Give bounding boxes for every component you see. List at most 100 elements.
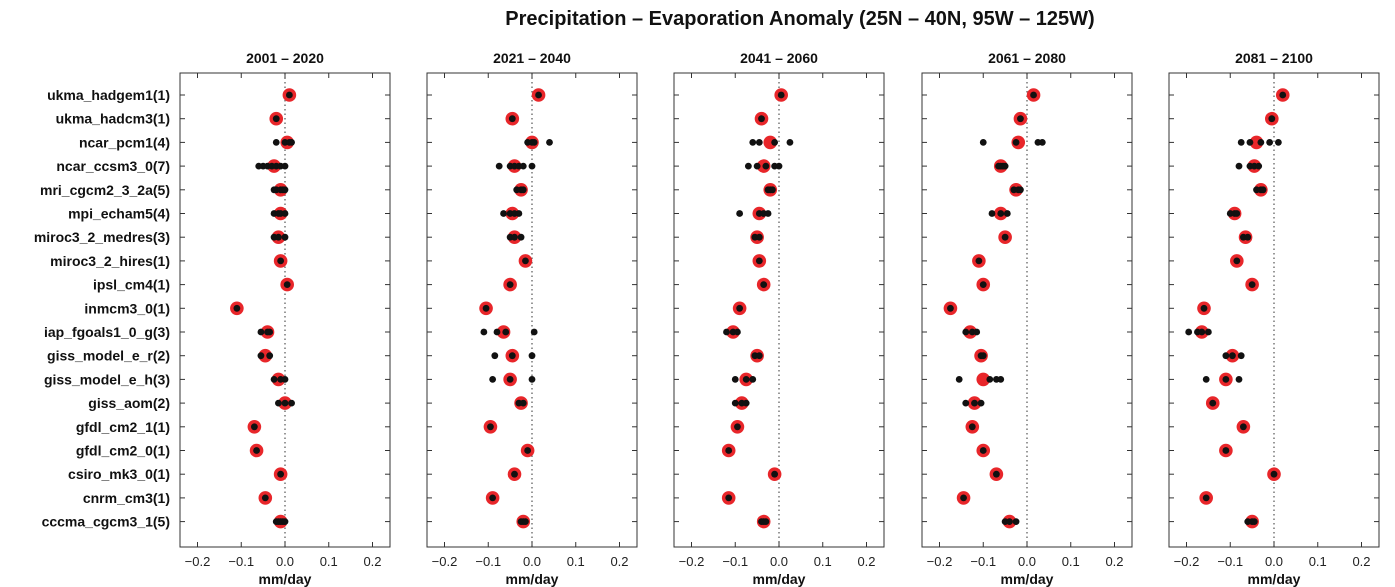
panel-title: 2081 – 2100 [1235,50,1313,66]
member-point [528,162,536,170]
member-point [1012,518,1020,525]
member-point [1222,376,1230,383]
member-point [777,91,785,99]
member-point [511,470,518,478]
member-point [482,304,490,312]
x-tick-label: −0.1 [475,554,501,569]
member-point [731,376,739,383]
member-point [519,162,527,170]
member-point [979,447,987,454]
member-point [947,304,954,312]
member-point [753,162,761,170]
member-point [1248,281,1256,288]
member-point [771,139,779,146]
member-point [771,470,779,478]
panel-3: 2041 – 2060 −0.2 −0.1 0.0 0.1 0.2 mm/day [673,50,885,587]
member-point [508,352,516,360]
member-point [742,399,750,407]
member-point [535,91,542,99]
mean-point [258,348,273,363]
member-point [281,186,289,194]
model-label: gfdl_cm2_1(1) [76,419,170,435]
x-axis-label: mm/day [1001,571,1054,587]
member-point [979,281,987,288]
member-point [786,139,794,146]
member-point [997,210,1005,217]
member-point [762,518,770,525]
member-point [1279,91,1287,99]
member-point [517,233,525,241]
x-tick-label: 0.2 [1352,554,1370,569]
x-tick-label: −0.2 [679,554,705,569]
model-label: inmcm3_0(1) [84,300,170,316]
member-point [528,352,536,360]
member-point [1001,162,1009,170]
member-point [275,399,282,407]
member-point [233,304,241,312]
member-point [283,281,291,288]
panel-1: 2001 – 2020 −0.2 −0.1 0.0 0.1 0.2 mm/day [179,50,391,587]
member-point [955,376,963,383]
model-label: ukma_hadcm3(1) [56,111,170,127]
model-label: giss_model_e_r(2) [47,348,170,364]
member-point [250,423,258,431]
model-label: ncar_ccsm3_0(7) [56,158,170,174]
member-point [992,470,1000,478]
model-label: mpi_echam5(4) [68,206,170,222]
member-point [508,115,516,123]
x-tick-label: −0.1 [722,554,748,569]
member-point [725,494,733,502]
panel-title: 2001 – 2020 [246,50,324,66]
member-point [1237,352,1245,360]
member-point [480,328,488,336]
model-label: iap_fgoals1_0_g(3) [44,324,170,340]
member-point [760,281,768,288]
x-tick-label: 0.1 [1309,554,1327,569]
member-point [277,257,285,265]
member-point [257,328,265,336]
model-label: giss_aom(2) [88,395,170,411]
member-point [1246,139,1254,146]
member-point [744,162,752,170]
member-point [522,257,529,265]
member-point [1250,518,1258,525]
member-point [1209,399,1217,407]
member-point [1204,328,1212,336]
x-tick-label: 0.0 [523,554,541,569]
member-point [962,328,970,336]
member-point [487,423,494,431]
x-tick-label: 0.1 [1062,554,1080,569]
member-point [1233,210,1241,217]
x-tick-label: −0.1 [228,554,254,569]
member-point [725,447,733,454]
member-point [749,376,757,383]
x-tick-label: −0.1 [1217,554,1243,569]
member-point [986,376,994,383]
member-point [530,328,538,336]
member-point [1266,139,1274,146]
x-tick-label: 0.2 [857,554,875,569]
member-point [997,376,1005,383]
member-point [979,352,987,360]
member-point [491,352,499,360]
member-point [962,399,970,407]
member-point [1202,376,1210,383]
member-point [281,399,289,407]
member-point [1259,186,1267,194]
member-point [506,376,514,383]
member-point [493,328,501,336]
member-point [288,139,295,146]
member-point [1274,139,1282,146]
member-point [1237,139,1245,146]
x-tick-label: 0.0 [1018,554,1036,569]
x-tick-label: 0.0 [770,554,788,569]
x-tick-label: −0.1 [970,554,996,569]
model-label: csiro_mk3_0(1) [68,466,170,482]
member-point [266,352,274,360]
member-point [546,139,553,146]
member-point [769,186,776,194]
model-label: gfdl_cm2_0(1) [76,443,170,459]
member-point [1268,115,1276,123]
